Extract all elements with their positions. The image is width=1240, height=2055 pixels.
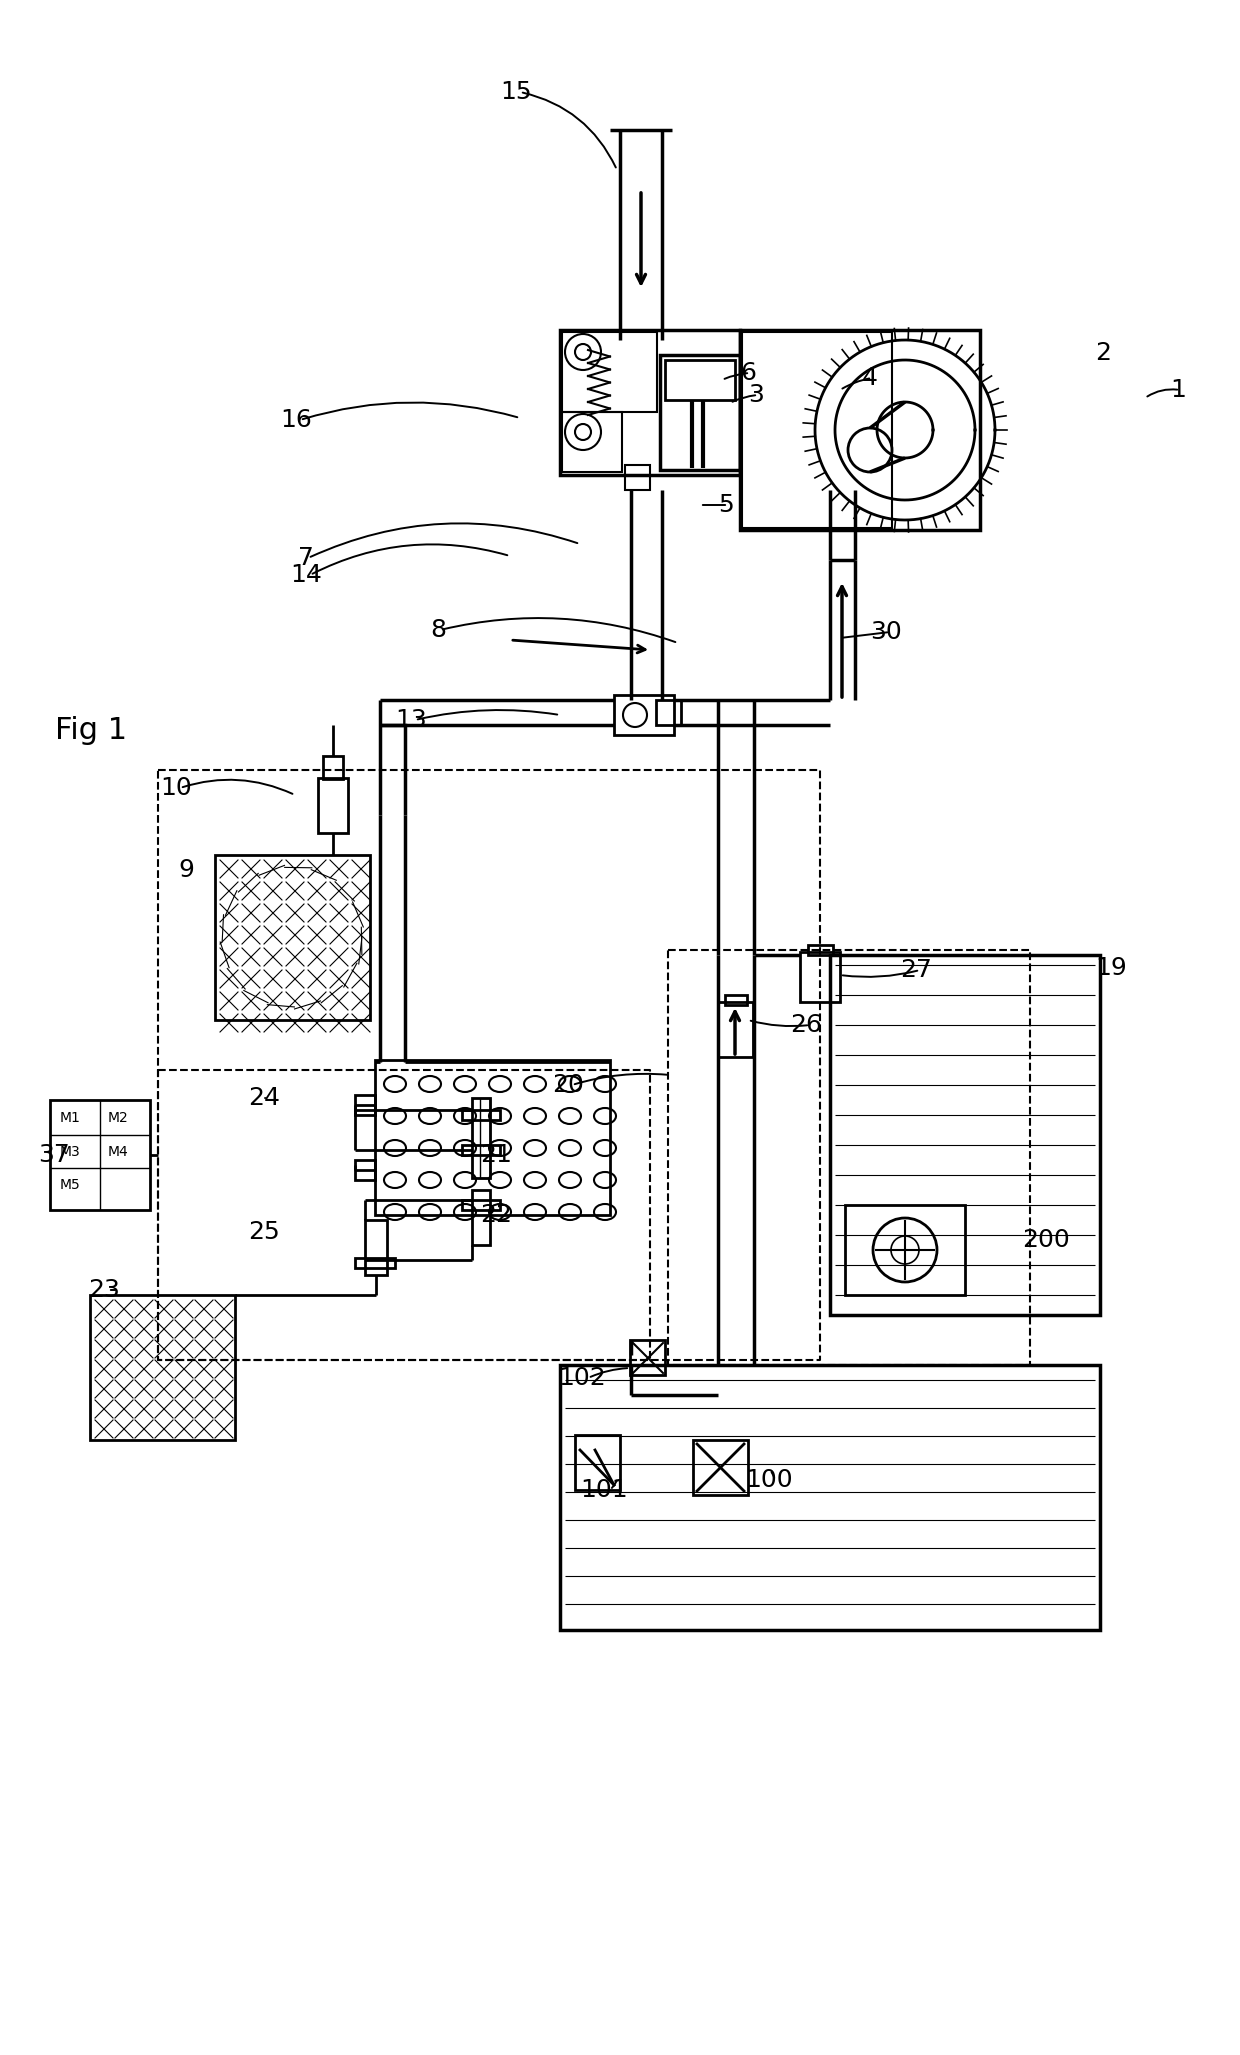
Text: 25: 25 (248, 1221, 280, 1243)
Text: 14: 14 (290, 563, 322, 588)
Bar (560, 1365, 1100, 1630)
Bar (562, 411, 622, 473)
Bar (800, 951, 839, 1003)
Bar (317, 779, 348, 832)
Text: 22: 22 (480, 1202, 512, 1227)
Bar (718, 1003, 753, 1056)
Bar (830, 956, 1100, 1315)
Text: 102: 102 (558, 1367, 606, 1389)
Bar (693, 1441, 748, 1494)
Bar (463, 1200, 500, 1210)
Bar (614, 695, 675, 736)
Bar (215, 855, 370, 1019)
Text: 6: 6 (740, 362, 756, 384)
Bar (365, 1221, 387, 1274)
Text: 20: 20 (552, 1073, 584, 1097)
Text: M1: M1 (60, 1112, 81, 1124)
Text: 16: 16 (280, 409, 312, 432)
Text: Fig 1: Fig 1 (55, 715, 128, 744)
Text: 101: 101 (580, 1478, 627, 1502)
Text: 1: 1 (1171, 378, 1185, 403)
Bar (472, 1097, 490, 1178)
Text: 13: 13 (396, 709, 427, 732)
Bar (660, 356, 740, 471)
Text: 8: 8 (430, 619, 446, 641)
Bar (808, 945, 833, 956)
Text: 5: 5 (718, 493, 734, 518)
Text: 26: 26 (790, 1013, 822, 1038)
Bar (844, 1204, 965, 1295)
Bar (575, 1434, 620, 1490)
Text: 9: 9 (179, 859, 193, 882)
Text: 4: 4 (862, 366, 878, 390)
Text: 30: 30 (870, 621, 901, 643)
Text: 19: 19 (1095, 956, 1127, 980)
Bar (50, 1099, 150, 1210)
Text: 37: 37 (38, 1143, 69, 1167)
Text: M3: M3 (60, 1145, 81, 1159)
Bar (322, 756, 343, 779)
Bar (480, 1097, 490, 1178)
Bar (560, 331, 740, 475)
Bar (625, 464, 650, 489)
Text: M4: M4 (108, 1145, 129, 1159)
Bar (463, 1145, 500, 1155)
Text: 7: 7 (298, 547, 314, 569)
Text: 200: 200 (1022, 1229, 1070, 1251)
Text: 21: 21 (480, 1143, 512, 1167)
Text: 23: 23 (88, 1278, 120, 1303)
Text: 2: 2 (1095, 341, 1111, 366)
Text: M2: M2 (108, 1112, 129, 1124)
Text: M5: M5 (60, 1178, 81, 1192)
Bar (665, 360, 735, 401)
Text: 27: 27 (900, 958, 932, 982)
Bar (742, 333, 892, 528)
Bar (91, 1295, 236, 1441)
Bar (355, 1159, 374, 1180)
Bar (472, 1190, 490, 1245)
Bar (630, 1340, 665, 1375)
Bar (725, 995, 746, 1005)
Text: 24: 24 (248, 1085, 280, 1110)
Bar (374, 1060, 610, 1215)
Text: 15: 15 (500, 80, 532, 105)
Text: 3: 3 (748, 382, 764, 407)
Text: 10: 10 (160, 777, 192, 799)
Bar (740, 331, 980, 530)
Bar (355, 1258, 396, 1268)
Text: 100: 100 (745, 1467, 792, 1492)
Bar (463, 1110, 500, 1120)
Bar (562, 333, 657, 411)
Bar (355, 1095, 374, 1116)
Bar (656, 701, 681, 725)
